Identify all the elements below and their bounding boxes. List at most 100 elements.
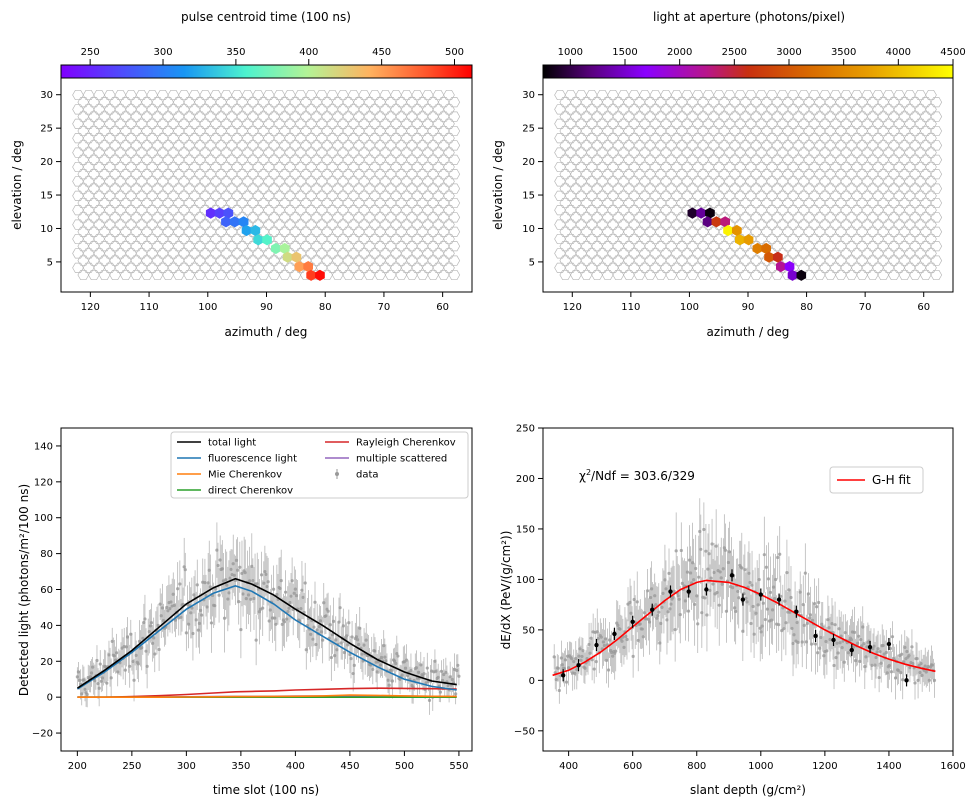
camera-pixel-outline bbox=[294, 176, 307, 187]
camera-pixel-outline bbox=[776, 104, 789, 115]
data-point bbox=[95, 658, 99, 663]
camera-pixel-outline bbox=[909, 125, 921, 137]
camera-pixel-outline bbox=[88, 212, 100, 223]
camera-pixel-outline bbox=[215, 125, 227, 137]
camera-pixel-outline bbox=[114, 89, 127, 101]
camera-pixel-outline bbox=[893, 262, 906, 273]
camera-pixel-outline bbox=[760, 169, 773, 180]
camera-pixel-outline bbox=[130, 169, 143, 180]
camera-pixel-outline bbox=[888, 169, 900, 180]
camera-pixel-outline bbox=[374, 226, 386, 237]
camera-pixel-outline bbox=[368, 118, 381, 129]
camera-pixel-outline bbox=[363, 197, 376, 209]
camera-pixel-outline bbox=[644, 97, 656, 108]
camera-pixel-outline bbox=[416, 97, 429, 108]
camera-pixel-outline bbox=[591, 154, 603, 165]
chi2-annotation: χ2/Ndf = 303.6/329 bbox=[579, 468, 695, 483]
camera-pixel-outline bbox=[866, 183, 879, 194]
camera-pixel-outline bbox=[231, 133, 243, 144]
camera-pixel-outline bbox=[697, 125, 709, 137]
camera-pixel-outline bbox=[400, 89, 413, 101]
camera-pixel-outline bbox=[713, 176, 725, 187]
camera-pixel-outline bbox=[151, 255, 164, 266]
camera-pixel-outline bbox=[310, 255, 323, 266]
camera-pixel-outline bbox=[596, 133, 609, 144]
camera-pixel-outline bbox=[691, 219, 704, 230]
camera-pixel-outline bbox=[845, 97, 858, 108]
camera-pixel-outline bbox=[374, 255, 386, 266]
camera-pixel-outline bbox=[209, 118, 222, 129]
camera-pixel-outline bbox=[570, 197, 582, 209]
camera-pixel-outline bbox=[257, 212, 270, 223]
camera-pixel-outline bbox=[771, 197, 784, 209]
camera-pixel-outline bbox=[384, 97, 397, 108]
camera-pixel-outline bbox=[437, 169, 450, 180]
camera-pixel-outline bbox=[813, 140, 826, 151]
camera-pixel-outline bbox=[840, 176, 853, 187]
light-profile-panel: 200 250 300 350 400 450 500 550 −20020406080100… bbox=[17, 427, 473, 797]
camera-pixel-outline bbox=[829, 176, 842, 187]
camera-pixel-outline bbox=[135, 219, 148, 230]
camera-pixel-outline bbox=[792, 212, 805, 223]
data-point bbox=[195, 583, 199, 587]
camera-pixel-outline bbox=[665, 183, 678, 194]
camera-pixel-outline bbox=[601, 97, 614, 108]
camera-pixel-outline bbox=[162, 125, 174, 137]
camera-pixel-outline bbox=[178, 190, 190, 201]
data-point bbox=[704, 549, 708, 553]
camera-pixel-outline bbox=[421, 205, 434, 216]
camera-pixel-outline bbox=[273, 89, 286, 101]
camera-pixel-outline bbox=[88, 197, 100, 209]
camera-pixel-outline bbox=[225, 226, 238, 237]
camera-pixel-outline bbox=[427, 154, 439, 165]
camera-pixel-outline bbox=[98, 169, 111, 180]
signal-pixel bbox=[238, 216, 249, 228]
camera-pixel-outline bbox=[824, 255, 837, 266]
camera-pixel-outline bbox=[379, 147, 392, 158]
camera-pixel-outline bbox=[771, 169, 784, 180]
camera-pixel-outline bbox=[374, 269, 386, 281]
camera-pixel-outline bbox=[559, 226, 572, 237]
camera-pixel-outline bbox=[877, 241, 890, 252]
camera-pixel-outline bbox=[379, 133, 392, 144]
colorbar-ticks-light: 1000 1500 2000 2500 3000 3500 4000 4500 bbox=[558, 47, 966, 78]
camera-pixel-outline bbox=[707, 255, 720, 266]
y-tick-label: 250 bbox=[516, 424, 535, 435]
camera-pixel-outline bbox=[310, 212, 323, 223]
camera-pixel-outline bbox=[209, 248, 222, 259]
data-point bbox=[283, 590, 288, 594]
camera-pixel-outline bbox=[861, 233, 874, 245]
camera-pixel-outline bbox=[77, 154, 90, 165]
camera-pixel-outline bbox=[199, 248, 212, 259]
camera-pixel-outline bbox=[72, 205, 84, 216]
camera-pixel-outline bbox=[194, 169, 206, 180]
camera-pixel-outline bbox=[633, 197, 646, 209]
camera-pixel-outline bbox=[146, 89, 159, 101]
camera-pixel-outline bbox=[681, 248, 694, 259]
camera-pixel-outline bbox=[882, 161, 895, 173]
data-point bbox=[239, 628, 243, 632]
camera-pixel-outline bbox=[787, 133, 800, 144]
camera-pixel-outline bbox=[585, 176, 598, 187]
camera-pixel-outline bbox=[416, 255, 429, 266]
camera-pixel-outline bbox=[400, 118, 413, 129]
camera-pixel-outline bbox=[241, 89, 254, 101]
camera-pixel-outline bbox=[585, 190, 598, 201]
camera-pixel-outline bbox=[421, 161, 434, 173]
camera-pixel-outline bbox=[633, 241, 646, 252]
camera-pixel-outline bbox=[178, 219, 190, 230]
camera-pixel-outline bbox=[919, 212, 932, 223]
camera-pixel-outline bbox=[760, 97, 773, 108]
camera-pixel-outline bbox=[628, 219, 641, 230]
camera-pixel-outline bbox=[406, 140, 418, 151]
camera-pixel-outline bbox=[633, 212, 646, 223]
y-tick-label: 20 bbox=[40, 657, 53, 668]
camera-pixel-outline bbox=[930, 140, 943, 151]
data-point bbox=[693, 602, 697, 607]
camera-pixel-outline bbox=[141, 154, 153, 165]
data-point bbox=[114, 651, 119, 655]
camera-pixel-outline bbox=[782, 169, 794, 180]
camera-pixel-outline bbox=[665, 269, 678, 281]
camera-pixel-outline bbox=[130, 255, 143, 266]
camera-pixel-outline bbox=[570, 154, 582, 165]
